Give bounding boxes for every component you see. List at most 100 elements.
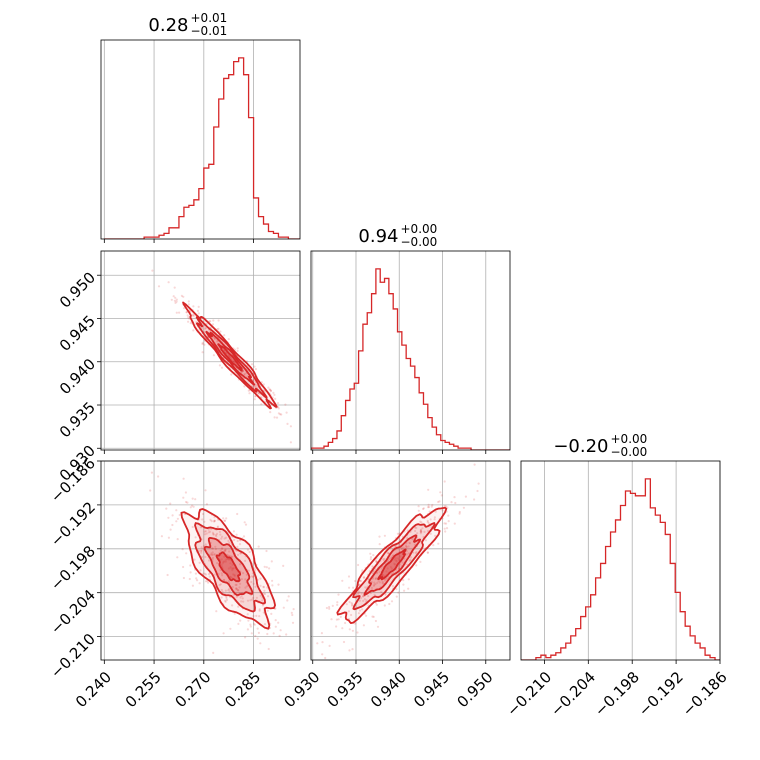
panel-frame	[100, 39, 301, 240]
scatter-point	[201, 342, 204, 346]
y-tick-label: 0.935	[56, 398, 99, 441]
contour-level	[377, 548, 407, 581]
scatter-point	[189, 322, 192, 325]
scatter-point	[171, 523, 174, 527]
scatter-point	[378, 581, 381, 584]
scatter-point	[191, 584, 194, 587]
scatter-point	[434, 510, 437, 513]
scatter-point	[431, 503, 434, 507]
scatter-point	[184, 491, 187, 494]
scatter-point	[348, 600, 351, 604]
scatter-point	[351, 603, 354, 606]
scatter-point	[407, 552, 410, 555]
scatter-point	[174, 301, 177, 304]
scatter-point	[434, 534, 437, 537]
scatter-point	[249, 599, 252, 602]
scatter-point	[269, 389, 272, 392]
scatter-point	[210, 552, 213, 555]
scatter-point	[225, 558, 229, 561]
scatter-point	[257, 392, 260, 395]
scatter-point	[232, 567, 235, 570]
panel-plot-area	[104, 57, 300, 239]
scatter-point	[252, 614, 255, 618]
scatter-point	[187, 316, 190, 319]
panel-background	[101, 251, 300, 450]
scatter-point	[231, 586, 234, 589]
scatter-point	[241, 370, 244, 373]
scatter-point	[423, 530, 426, 534]
scatter-point	[262, 383, 265, 386]
scatter-point	[415, 564, 418, 567]
scatter-point	[231, 567, 234, 570]
scatter-point	[223, 578, 226, 582]
scatter-point	[239, 619, 242, 622]
contour-level	[217, 343, 243, 372]
scatter-point	[218, 364, 221, 367]
scatter-point	[408, 541, 411, 544]
scatter-point	[214, 547, 217, 551]
scatter-point	[401, 561, 404, 564]
y-tick-label: 0.950	[56, 269, 99, 312]
scatter-point	[367, 595, 370, 598]
scatter-point	[213, 337, 216, 340]
scatter-point	[246, 599, 250, 602]
panel-2-2	[520, 460, 721, 664]
scatter-point	[396, 557, 400, 560]
x-tick-label: 0.940	[367, 668, 410, 711]
scatter-point	[211, 553, 214, 557]
scatter-point	[352, 586, 355, 589]
scatter-point	[438, 500, 441, 503]
scatter-point	[348, 586, 351, 589]
scatter-point	[263, 592, 267, 596]
scatter-point	[325, 606, 328, 610]
scatter-point	[384, 579, 387, 582]
scatter-point	[272, 632, 275, 635]
y-tick-label: 0.945	[56, 312, 99, 355]
scatter-point	[367, 578, 370, 581]
scatter-point	[354, 622, 357, 625]
scatter-point	[229, 562, 232, 565]
scatter-point	[182, 576, 185, 580]
scatter-point	[229, 576, 232, 579]
scatter-point	[223, 555, 226, 558]
scatter-point	[378, 570, 381, 574]
scatter-point	[421, 527, 424, 530]
scatter-point	[430, 505, 433, 508]
scatter-point	[150, 471, 153, 474]
scatter-point	[292, 666, 294, 668]
scatter-point	[328, 607, 331, 610]
scatter-point	[211, 531, 214, 534]
scatter-point	[339, 615, 342, 619]
scatter-point	[192, 329, 195, 332]
scatter-point	[216, 340, 219, 343]
scatter-point	[211, 556, 215, 559]
scatter-point	[409, 558, 412, 561]
scatter-point	[275, 416, 279, 419]
scatter-point	[249, 625, 252, 628]
scatter-point	[408, 542, 412, 545]
scatter-point	[228, 541, 231, 545]
title-median: −0.20	[553, 436, 608, 457]
scatter-point	[390, 567, 393, 570]
scatter-point	[358, 583, 361, 586]
scatter-point	[244, 586, 247, 589]
scatter-point	[185, 500, 188, 504]
contour-level	[194, 522, 266, 613]
scatter-point	[232, 573, 235, 576]
y-tick-label: 0.940	[56, 355, 99, 398]
scatter-point	[357, 563, 360, 567]
scatter-point	[374, 582, 377, 586]
scatter-point	[388, 602, 391, 606]
scatter-point	[361, 608, 364, 611]
scatter-point	[259, 642, 262, 645]
scatter-point	[227, 558, 231, 561]
y-tick-label: −0.204	[47, 586, 99, 638]
scatter-point	[341, 579, 344, 582]
scatter-point	[342, 640, 346, 644]
scatter-point	[250, 580, 253, 584]
scatter-point	[444, 522, 448, 525]
scatter-point	[416, 532, 419, 535]
scatter-point	[243, 521, 246, 524]
scatter-point	[235, 587, 238, 590]
scatter-point	[266, 609, 269, 612]
